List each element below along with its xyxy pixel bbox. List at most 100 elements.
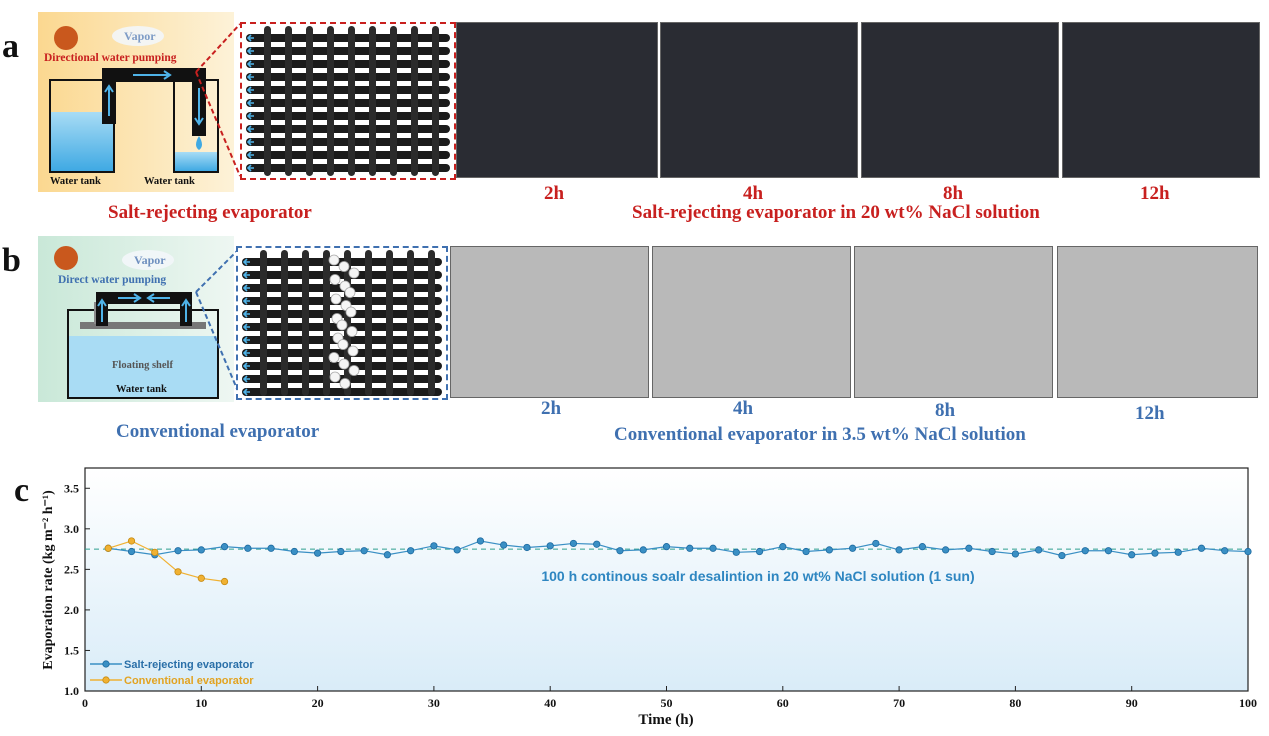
fabric-warp	[306, 26, 313, 176]
y-tick-label: 2.5	[64, 562, 79, 576]
salt-rejecting-point	[453, 546, 461, 554]
y-tick-label: 3.5	[64, 481, 79, 495]
conventional-point	[127, 537, 136, 545]
x-tick-label: 10	[195, 696, 207, 710]
fabric-warp	[369, 26, 376, 176]
y-tick-label: 1.0	[64, 684, 79, 698]
time-a-4h: 4h	[743, 183, 764, 204]
flow-arrow	[246, 151, 254, 159]
flow-arrow	[246, 164, 254, 172]
salt-crystal	[328, 352, 340, 363]
salt-rejecting-point	[1035, 546, 1043, 554]
x-tick-label: 80	[1009, 696, 1021, 710]
pumping-label-a: Directional water pumping	[44, 52, 177, 64]
fabric-warp	[432, 26, 439, 176]
time-a-2h: 2h	[544, 183, 565, 204]
flow-arrow	[242, 362, 250, 370]
salt-crystal	[338, 358, 350, 370]
time-a-8h: 8h	[943, 183, 964, 204]
schematic-b: Vapor Direct water pumping Floating shel…	[38, 236, 234, 402]
flow-arrow	[246, 138, 254, 146]
x-tick-label: 20	[312, 696, 324, 710]
salt-rejecting-point	[1058, 551, 1066, 560]
photo-b-12h	[1057, 246, 1258, 398]
salt-rejecting-point	[523, 543, 531, 552]
salt-crystal	[329, 371, 341, 383]
photo-b-2h	[450, 246, 649, 398]
salt-rejecting-point	[616, 547, 624, 555]
salt-rejecting-point	[500, 541, 508, 549]
salt-crystal	[329, 274, 341, 285]
time-b-8h: 8h	[935, 400, 956, 421]
x-tick-label: 50	[661, 696, 673, 710]
x-tick-label: 0	[82, 696, 88, 710]
fabric-warp	[327, 26, 334, 176]
salt-rejecting-point	[1197, 544, 1206, 552]
salt-rejecting-point	[267, 544, 275, 552]
salt-rejecting-point	[313, 549, 322, 557]
salt-rejecting-point	[779, 543, 787, 551]
fabric-warp	[390, 26, 397, 176]
plot-area	[84, 467, 1249, 692]
pumping-label-b: Direct water pumping	[58, 274, 167, 286]
y-tick-label: 1.5	[64, 643, 79, 657]
salt-rejecting-point	[197, 546, 205, 554]
salt-rejecting-point	[1011, 550, 1020, 558]
salt-crystal	[330, 293, 342, 305]
salt-crystal	[348, 365, 360, 376]
flow-arrow	[242, 349, 250, 357]
salt-rejecting-point	[872, 539, 880, 548]
salt-crystal	[328, 254, 340, 266]
photo-a-4h	[660, 22, 858, 178]
time-a-12h: 12h	[1140, 183, 1170, 204]
flow-arrow	[242, 375, 250, 383]
fabric-warp	[407, 250, 414, 396]
zoom-lines-a	[195, 23, 241, 177]
fabric-warp	[302, 250, 309, 396]
salt-rejecting-point	[383, 551, 391, 559]
salt-rejecting-point	[127, 547, 136, 556]
salt-rejecting-point	[1174, 548, 1182, 556]
salt-rejecting-point	[802, 547, 810, 556]
salt-rejecting-point	[918, 543, 926, 551]
x-tick-label: 60	[777, 696, 789, 710]
x-axis-label: Time (h)	[638, 712, 693, 728]
salt-crystal	[347, 345, 359, 357]
salt-rejecting-point	[1128, 551, 1136, 559]
fabric-warp	[281, 250, 288, 396]
salt-rejecting-point	[407, 547, 415, 555]
conventional-point	[197, 574, 205, 582]
x-tick-label: 90	[1126, 696, 1138, 710]
flow-arrow	[246, 99, 254, 107]
salt-rejecting-point	[1221, 547, 1229, 555]
flow-arrow	[242, 258, 250, 266]
salt-rejecting-point	[965, 544, 973, 552]
vapor-label-a: Vapor	[124, 29, 156, 43]
flow-arrow	[246, 60, 254, 68]
legend-conventional: Conventional evaporator	[124, 675, 254, 687]
caption-right-a: Salt-rejecting evaporator in 20 wt% NaCl…	[632, 202, 1040, 223]
salt-rejecting-point	[360, 547, 368, 555]
flow-arrow	[242, 336, 250, 344]
schematic-a: Vapor Directional water pumping Water ta…	[38, 12, 234, 192]
salt-crystal	[339, 378, 351, 389]
flow-arrow	[246, 86, 254, 94]
zoom-lines-b	[195, 247, 241, 397]
salt-rejecting-point	[755, 547, 764, 556]
salt-rejecting-point	[988, 547, 996, 556]
flow-arrow	[246, 34, 254, 42]
fabric-warp	[411, 26, 418, 176]
caption-left-a: Salt-rejecting evaporator	[108, 202, 312, 223]
fabric-warp	[386, 250, 393, 396]
fabric-warp	[323, 250, 330, 396]
conventional-point	[104, 544, 112, 552]
caption-right-b: Conventional evaporator in 3.5 wt% NaCl …	[614, 424, 1026, 445]
salt-rejecting-point	[662, 543, 671, 551]
salt-rejecting-point	[430, 542, 438, 550]
salt-crystal	[346, 326, 358, 337]
conventional-point	[174, 568, 182, 576]
flow-arrow	[242, 388, 250, 396]
salt-crystal	[337, 339, 349, 350]
tank-right-label-a: Water tank	[144, 176, 195, 187]
shelf-label-b: Floating shelf	[112, 360, 173, 371]
